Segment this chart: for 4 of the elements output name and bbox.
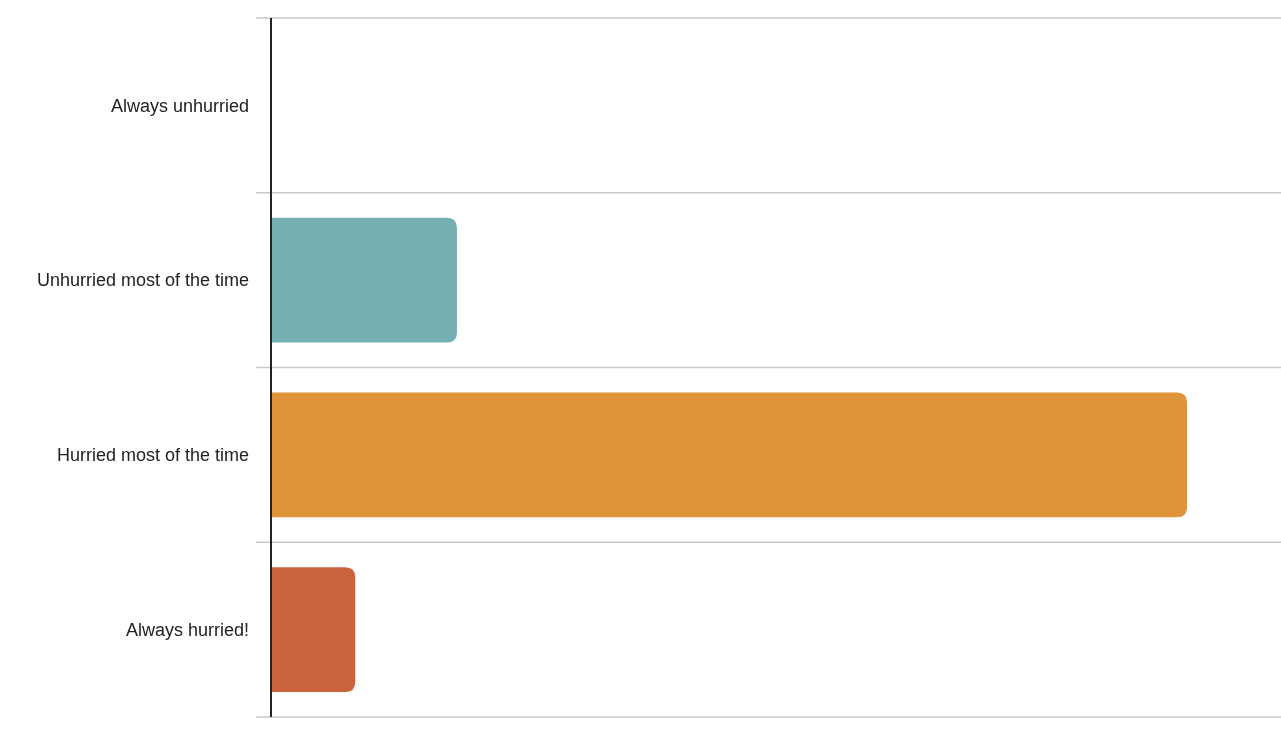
y-tick-label: Always hurried! (125, 619, 249, 640)
y-tick-label: Always unhurried (110, 95, 249, 116)
y-tick-label: Hurried most of the time (56, 445, 249, 466)
y-tick-label: Unhurried most of the time (36, 270, 249, 291)
